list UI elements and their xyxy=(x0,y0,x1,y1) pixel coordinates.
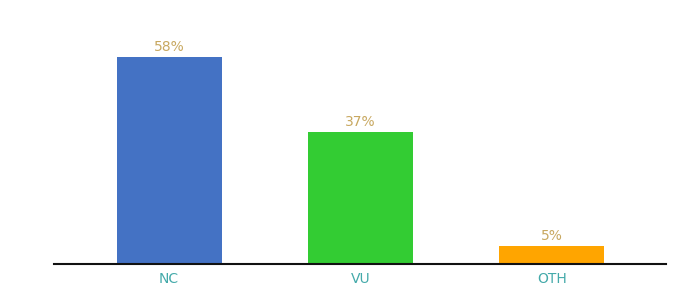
Bar xyxy=(499,246,605,264)
Text: 58%: 58% xyxy=(154,40,184,54)
Bar xyxy=(116,57,222,264)
Bar xyxy=(308,132,413,264)
Text: 37%: 37% xyxy=(345,115,376,129)
Text: 5%: 5% xyxy=(541,229,562,243)
